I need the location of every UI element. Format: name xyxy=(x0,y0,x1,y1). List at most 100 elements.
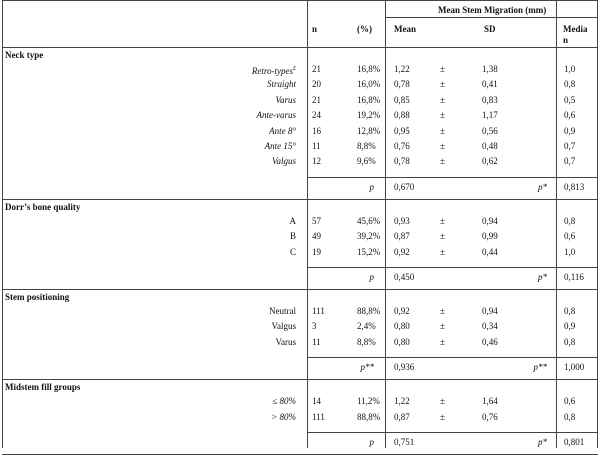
cell-mean: 0,85 xyxy=(394,94,410,105)
cell-mean: 0,92 xyxy=(394,306,410,316)
header-median: Media xyxy=(563,24,588,34)
row-label: Valgus xyxy=(271,156,296,167)
p2-value: 1,000 xyxy=(564,362,585,373)
cell-plus-minus: ± xyxy=(440,231,445,242)
cell-plus-minus: ± xyxy=(440,246,445,257)
row-label: Ante-varus xyxy=(256,110,297,121)
cell-pct: 8,8% xyxy=(357,141,376,151)
cell-plus-minus: ± xyxy=(440,141,445,151)
row-label: Ante 15° xyxy=(264,141,296,151)
cell-mean: 0,80 xyxy=(394,336,410,347)
cell-median: 1,0 xyxy=(564,246,576,257)
header-median-cont: n xyxy=(563,35,569,45)
cell-plus-minus: ± xyxy=(440,411,445,422)
p-label: p xyxy=(369,272,375,282)
p-value: 0,936 xyxy=(394,362,415,373)
p2-value: 0,116 xyxy=(564,272,584,282)
cell-plus-minus: ± xyxy=(440,215,445,226)
cell-median: 0,7 xyxy=(564,141,576,151)
column-rule xyxy=(385,0,386,448)
cell-sd: 0,94 xyxy=(482,306,498,316)
cell-median: 0,8 xyxy=(564,215,576,226)
row-label: Valgus xyxy=(271,321,297,332)
cell-sd: 0,48 xyxy=(482,141,498,151)
p-label: p xyxy=(369,181,375,192)
cell-pct: 39,2% xyxy=(357,231,381,242)
cell-pct: 8,8% xyxy=(357,336,376,347)
cell-n: 49 xyxy=(312,231,321,242)
cell-sd: 1,64 xyxy=(482,396,498,407)
cell-sd: 0,44 xyxy=(482,246,498,257)
cell-n: 21 xyxy=(312,94,321,105)
row-label: Straight xyxy=(266,79,296,90)
footnote-mark: £ xyxy=(293,66,296,72)
cell-median: 0,6 xyxy=(564,231,576,242)
cell-sd: 0,56 xyxy=(482,125,498,136)
cell-sd: 0,46 xyxy=(482,336,498,347)
cell-n: 3 xyxy=(312,321,317,332)
cell-median: 0,8 xyxy=(564,79,576,90)
header-n: n xyxy=(312,24,318,34)
p-row-rule xyxy=(308,432,598,433)
cell-sd: 0,83 xyxy=(482,94,498,105)
cell-n: 19 xyxy=(312,246,321,257)
group-title: Mean Stem Migration (mm) xyxy=(438,5,547,15)
column-rule xyxy=(556,0,557,448)
p-value: 0,450 xyxy=(394,272,415,282)
p2-label: p* xyxy=(538,437,547,447)
cell-pct: 88,8% xyxy=(357,411,381,422)
header-sd: SD xyxy=(484,24,496,34)
cell-median: 0,8 xyxy=(564,336,576,347)
section-bottom-rule xyxy=(2,198,598,200)
row-label: Ante 8° xyxy=(269,125,296,136)
cell-median: 0,9 xyxy=(564,321,576,332)
cell-n: 111 xyxy=(312,306,325,316)
row-label: ≤ 80% xyxy=(272,396,296,407)
frame-top xyxy=(2,0,598,1)
frame-right xyxy=(597,0,598,448)
cell-sd: 0,76 xyxy=(482,411,498,422)
header-group-rule xyxy=(385,17,598,18)
cell-median: 0,6 xyxy=(564,396,576,407)
cell-n: 11 xyxy=(312,141,321,151)
header-bottom-rule xyxy=(2,47,598,48)
cell-plus-minus: ± xyxy=(440,125,445,136)
section-bottom-rule xyxy=(2,379,598,381)
row-label: C xyxy=(289,246,296,257)
p-row-rule xyxy=(308,357,598,359)
p2-value: 0,801 xyxy=(564,437,585,447)
section-title: Midstem fill groups xyxy=(5,382,81,393)
cell-plus-minus: ± xyxy=(440,156,445,167)
cell-plus-minus: ± xyxy=(440,94,445,105)
cell-sd: 1,38 xyxy=(482,64,498,74)
p-label: p** xyxy=(360,362,375,373)
p-row-rule xyxy=(308,267,598,268)
p2-label: p** xyxy=(533,362,548,373)
cell-sd: 0,99 xyxy=(482,231,498,242)
cell-median: 1,0 xyxy=(564,64,576,74)
cell-mean: 0,78 xyxy=(394,156,410,167)
cell-pct: 16,8% xyxy=(357,94,381,105)
section-title: Stem positioning xyxy=(5,292,70,302)
cell-sd: 0,41 xyxy=(482,79,498,90)
cell-n: 24 xyxy=(312,110,321,121)
cell-n: 111 xyxy=(312,411,325,422)
cell-plus-minus: ± xyxy=(440,110,445,121)
cell-n: 16 xyxy=(312,125,321,136)
p-value: 0,751 xyxy=(394,437,415,447)
cell-pct: 88,8% xyxy=(357,306,381,316)
cell-n: 12 xyxy=(312,156,321,167)
cell-mean: 0,92 xyxy=(394,246,410,257)
row-label: > 80% xyxy=(271,411,296,422)
p2-label: p* xyxy=(538,272,547,282)
row-label: Retro-types£ xyxy=(251,66,296,76)
cell-mean: 0,87 xyxy=(394,231,410,242)
cell-pct: 12,8% xyxy=(357,125,381,136)
cell-median: 0,5 xyxy=(564,94,576,105)
cell-n: 14 xyxy=(312,396,321,407)
section-title: Dorr’s bone quality xyxy=(5,201,81,212)
cell-sd: 0,34 xyxy=(482,321,498,332)
cell-mean: 0,78 xyxy=(394,79,410,90)
cell-plus-minus: ± xyxy=(440,306,445,316)
